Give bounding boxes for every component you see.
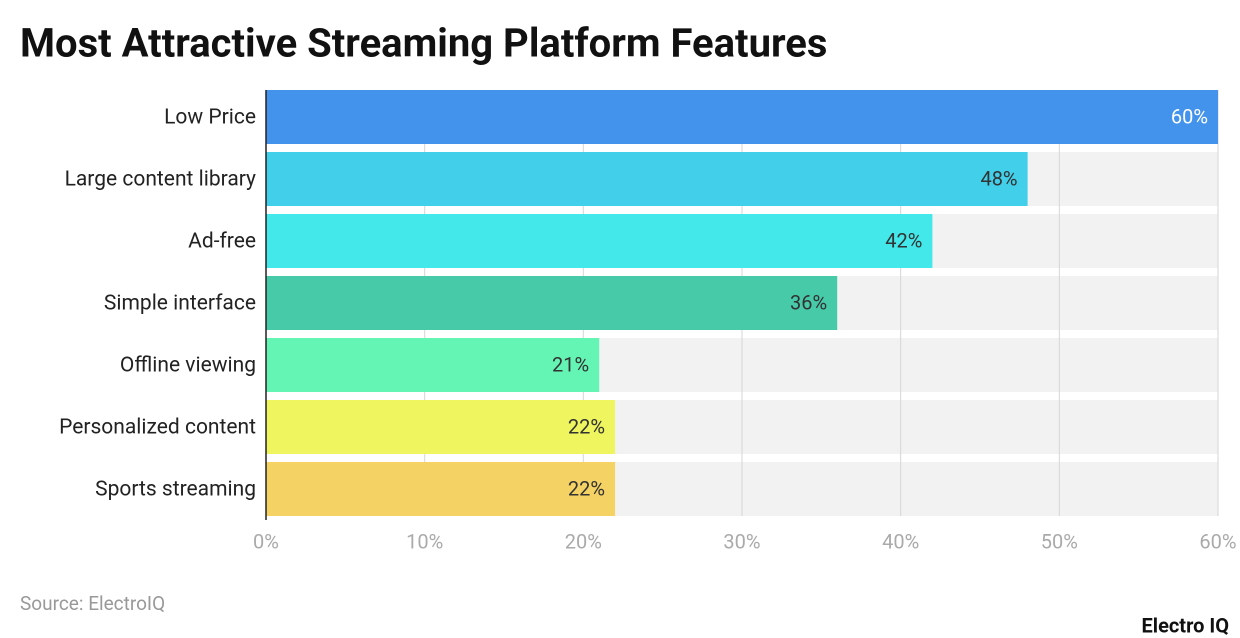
x-tick-label: 30% xyxy=(723,529,760,553)
y-tick-label: Sports streaming xyxy=(95,478,256,502)
bar xyxy=(266,462,616,516)
x-tick-label: 50% xyxy=(1041,529,1078,553)
x-tick-label: 10% xyxy=(406,529,443,553)
value-label: 21% xyxy=(552,352,589,376)
bar xyxy=(266,338,600,392)
chart-title: Most Attractive Streaming Platform Featu… xyxy=(20,20,827,67)
value-label: 22% xyxy=(568,414,605,438)
value-label: 60% xyxy=(1171,104,1208,128)
x-tick-label: 20% xyxy=(565,529,602,553)
x-tick-label: 40% xyxy=(882,529,919,553)
y-tick-label: Large content library xyxy=(65,168,256,192)
x-tick-label: 60% xyxy=(1199,529,1236,553)
value-label: 36% xyxy=(790,290,827,314)
value-label: 48% xyxy=(980,166,1017,190)
bar xyxy=(266,152,1028,206)
source: Source: ElectroIQ xyxy=(20,592,165,615)
y-tick-label: Ad-free xyxy=(188,230,256,254)
bar xyxy=(266,90,1218,144)
bar xyxy=(266,214,933,268)
value-label: 22% xyxy=(568,476,605,500)
x-tick-label: 0% xyxy=(253,529,279,553)
brand: Electro IQ xyxy=(1142,613,1229,637)
bar xyxy=(266,276,838,330)
bar xyxy=(266,400,616,454)
value-label: 42% xyxy=(885,228,922,252)
y-tick-label: Simple interface xyxy=(104,292,256,316)
y-tick-label: Personalized content xyxy=(59,416,256,440)
y-tick-label: Low Price xyxy=(164,106,256,130)
y-tick-label: Offline viewing xyxy=(120,354,256,378)
